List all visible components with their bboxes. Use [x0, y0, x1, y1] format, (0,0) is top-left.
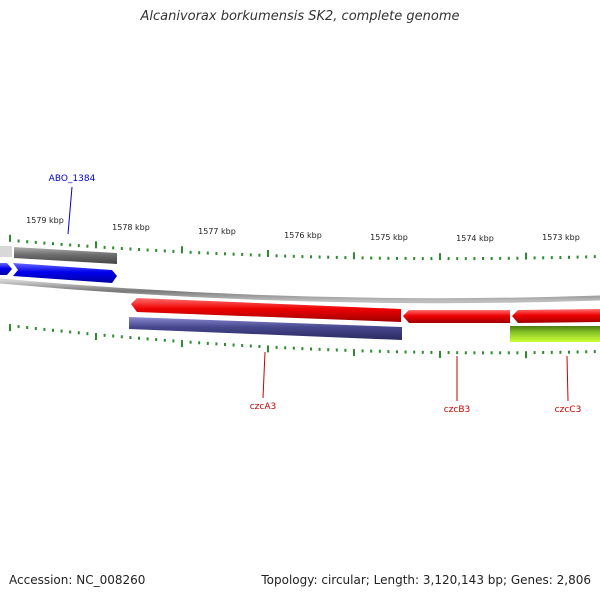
accession-label: Accession: NC_008260	[9, 573, 146, 587]
inner-tick-marks	[9, 324, 596, 359]
gene-label-czcb3[interactable]: czcB3	[444, 405, 471, 415]
cds-czcc3-band	[510, 326, 600, 342]
gene-left-fragment[interactable]	[0, 263, 12, 275]
outer-tick-marks	[9, 234, 596, 261]
map-title: Alcanivorax borkumensis SK2, complete ge…	[140, 9, 460, 24]
gene-abo-1384[interactable]	[13, 263, 117, 283]
czcc3-leader	[566, 355, 569, 402]
tick-label-1574: 1574 kbp	[456, 234, 494, 243]
gene-czcc3[interactable]	[512, 309, 600, 323]
gene-czcb3[interactable]	[403, 310, 510, 323]
tick-label-1576: 1576 kbp	[284, 231, 322, 240]
genome-summary: Topology: circular; Length: 3,120,143 bp…	[261, 573, 591, 587]
tick-label-1573: 1573 kbp	[542, 233, 580, 242]
tick-label-1577: 1577 kbp	[198, 227, 236, 236]
cds-gray-band-left	[0, 246, 12, 257]
backbone-axis	[0, 278, 600, 304]
gene-label-czca3[interactable]: czcA3	[250, 402, 277, 412]
abo-1384-leader	[67, 186, 73, 235]
gene-czca3[interactable]	[131, 298, 401, 322]
gene-label-czcc3[interactable]: czcC3	[555, 405, 582, 415]
scale-tick-labels: 1579 kbp 1578 kbp 1577 kbp 1576 kbp 1575…	[26, 216, 580, 243]
czca3-leader	[262, 351, 266, 399]
tick-label-1575: 1575 kbp	[370, 233, 408, 242]
tick-label-1579: 1579 kbp	[26, 216, 64, 225]
tick-label-1578: 1578 kbp	[112, 223, 150, 232]
gene-label-abo-1384[interactable]: ABO_1384	[49, 174, 96, 184]
cds-gray-band	[14, 247, 117, 264]
cds-czca3-band	[129, 317, 402, 340]
